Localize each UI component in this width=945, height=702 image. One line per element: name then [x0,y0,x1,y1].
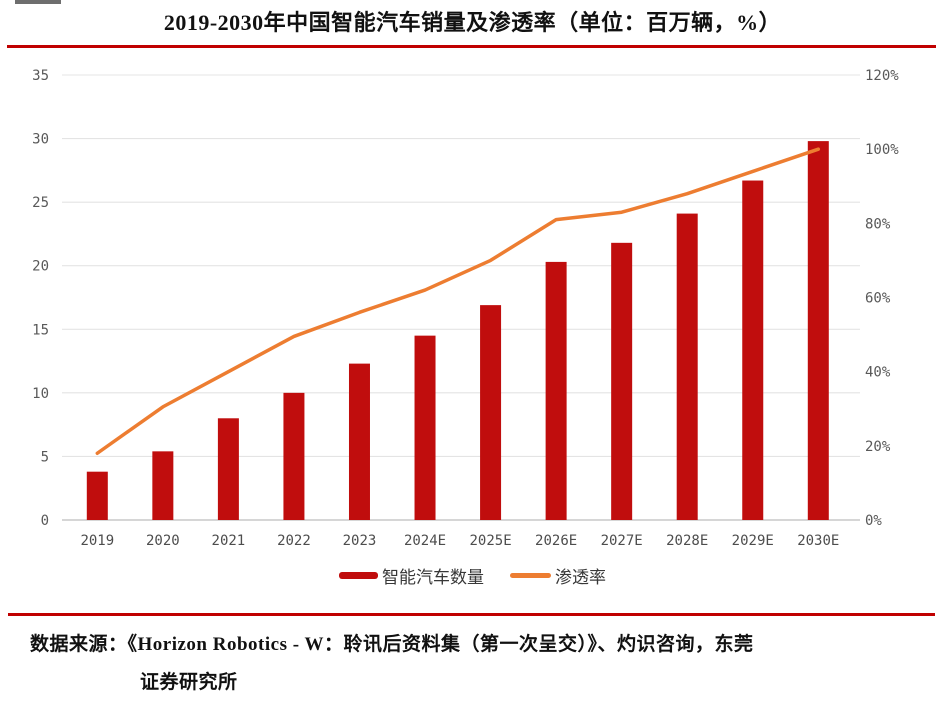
right-axis-tick: 0% [865,513,882,529]
right-axis-labels: 0% 20% 40% 60% 80% 100% 120% [865,68,899,529]
bar-2019 [86,471,108,520]
right-axis-tick: 100% [865,142,899,158]
penetration-line [95,147,821,455]
bar-2027E [611,242,633,521]
bar-2025E [480,305,502,520]
bar-series-swatch [339,571,378,579]
left-axis-tick: 15 [32,322,49,338]
right-axis-tick: 120% [865,68,899,84]
bar-2020 [152,451,174,520]
right-axis-tick: 80% [865,216,891,232]
right-axis-tick: 40% [865,365,891,381]
legend-line-label: 渗透率 [555,567,606,587]
left-axis-tick: 5 [41,449,49,465]
bar-2029E [742,180,764,520]
x-axis-tick: 2024E [404,533,446,549]
x-axis-tick: 2026E [535,533,577,549]
left-axis-tick: 30 [32,132,49,148]
legend-item-line: 渗透率 [510,563,606,588]
bar-series [86,141,829,521]
bar-2028E [676,213,698,521]
x-axis-tick: 2025E [469,533,511,549]
line-series-swatch [510,572,551,578]
legend-bar-label: 智能汽车数量 [382,567,484,587]
x-axis-tick: 2030E [797,533,839,549]
x-axis-tick: 2023 [343,533,377,549]
footer-divider [8,613,935,616]
x-axis-labels: 2019 2020 2021 2022 2023 2024E 2025E 2026E 2027E… [80,533,839,549]
x-axis-tick: 2021 [212,533,246,549]
left-axis-tick: 25 [32,195,49,211]
left-axis-tick: 10 [32,386,49,402]
bar-2026E [545,261,567,520]
bar-2022 [283,392,305,520]
x-axis-tick: 2022 [277,533,311,549]
x-axis-tick: 2020 [146,533,180,549]
x-axis-tick: 2029E [732,533,774,549]
chart-svg: 0 5 10 15 20 25 30 35 0% 20% 40% 60% 80% 100% 120% 2019… [32,68,899,549]
chart-title: 2019-2030年中国智能汽车销量及渗透率（单位：百万辆，%） [163,10,782,35]
x-axis-tick: 2027E [601,533,643,549]
bar-2030E [807,141,829,520]
bar-2024E [414,335,436,520]
screenshot-artifact [15,0,61,4]
left-axis-labels: 0 5 10 15 20 25 30 35 [32,68,49,529]
left-axis-tick: 0 [41,513,49,529]
title-divider [7,45,936,48]
source-line-1: 数据来源：《Horizon Robotics - W：聆讯后资料集（第一次呈交）… [30,634,754,655]
source-line-2: 证券研究所 [140,672,238,693]
right-axis-tick: 20% [865,439,891,455]
left-axis-tick: 20 [32,259,49,275]
x-axis-tick: 2028E [666,533,708,549]
chart-legend: 智能汽车数量 渗透率 [0,561,945,589]
right-axis-tick: 60% [865,291,891,307]
left-axis-tick: 35 [32,68,49,84]
bar-2023 [348,363,370,520]
x-axis-tick: 2019 [80,533,114,549]
legend-item-bar: 智能汽车数量 [339,563,484,588]
gridlines [62,74,860,521]
data-source: 数据来源：《Horizon Robotics - W：聆讯后资料集（第一次呈交）… [30,626,929,702]
bar-2021 [217,418,239,520]
